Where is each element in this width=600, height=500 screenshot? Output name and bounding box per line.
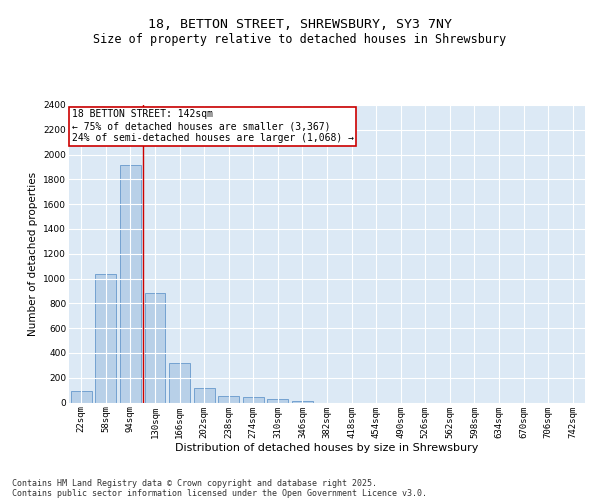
Y-axis label: Number of detached properties: Number of detached properties [28, 172, 38, 336]
Bar [169, 364, 190, 403]
Text: 18 BETTON STREET: 142sqm
← 75% of detached houses are smaller (3,367)
24% of sem: 18 BETTON STREET: 142sqm ← 75% of detach… [71, 110, 353, 142]
Bar [120, 164, 141, 402]
Text: 18, BETTON STREET, SHREWSBURY, SY3 7NY: 18, BETTON STREET, SHREWSBURY, SY3 7NY [148, 18, 452, 30]
Bar [95, 274, 116, 402]
Bar [292, 400, 313, 402]
Bar [145, 294, 166, 403]
Bar [218, 396, 239, 402]
X-axis label: Distribution of detached houses by size in Shrewsbury: Distribution of detached houses by size … [175, 443, 479, 453]
Bar [243, 397, 264, 402]
Text: Contains public sector information licensed under the Open Government Licence v3: Contains public sector information licen… [12, 488, 427, 498]
Text: Contains HM Land Registry data © Crown copyright and database right 2025.: Contains HM Land Registry data © Crown c… [12, 478, 377, 488]
Text: Size of property relative to detached houses in Shrewsbury: Size of property relative to detached ho… [94, 32, 506, 46]
Bar [194, 388, 215, 402]
Bar [268, 399, 289, 402]
Bar [71, 392, 92, 402]
